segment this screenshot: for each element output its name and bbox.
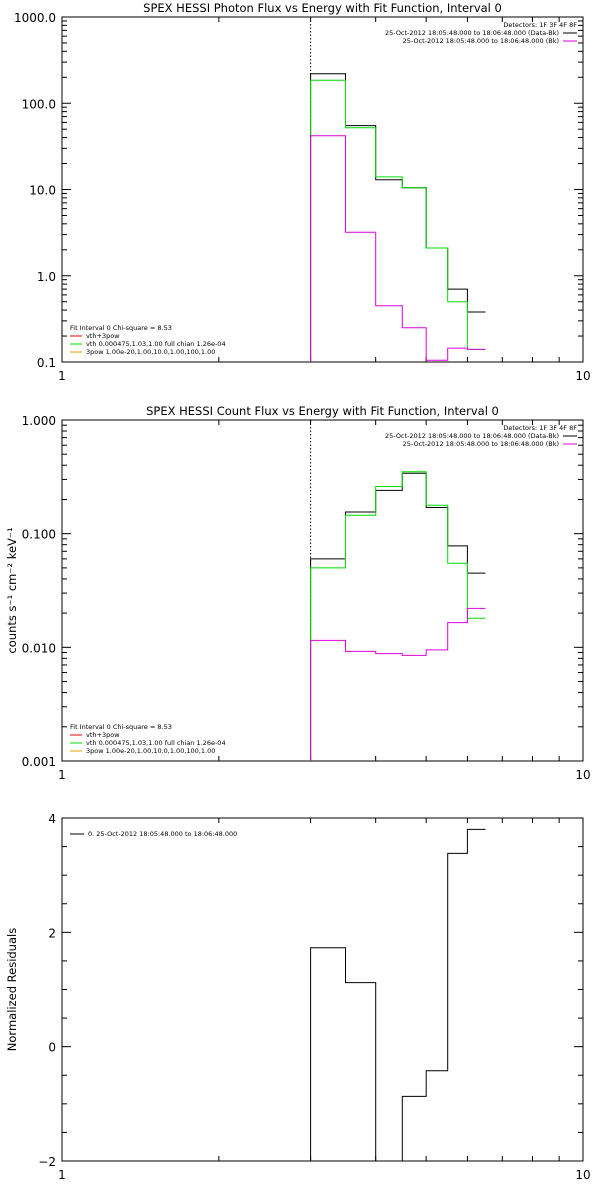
legend-left-header-1: Fit Interval 0 Chi-square = 8.53 [70,723,172,731]
legend-right-text-1-0: 25-Oct-2012 18:05:48.000 to 18:06:48.000… [385,432,559,440]
legend-top-text-2-0: 0. 25-Oct-2012 18:05:48.000 to 18:06:48.… [88,830,237,838]
x-tick-label-1-1: 10 [575,768,590,782]
series-1-1 [310,471,486,761]
y-tick-label-2-2: 2 [48,926,56,940]
plot-frame-2 [61,817,584,1162]
legend-right-header-0: Detectors: 1F 3F 4F 8F [503,21,577,29]
legend-left-text-0-2: 3pow 1.00e-20,1.00,10.0,1.00,100,1.00 [86,348,215,356]
y-tick-label-2-3: 4 [48,812,56,826]
series-1-0 [310,472,486,761]
y-tick-label-2-1: 0 [48,1041,56,1055]
chart-title-1: SPEX HESSI Count Flux vs Energy with Fit… [146,404,499,418]
legend-left-text-0-0: vth+3pow [86,332,120,340]
y-tick-label-0-0: 0.1 [37,356,56,370]
y-tick-label-0-2: 10.0 [29,184,56,198]
plot-frame-1 [61,419,584,762]
series-0-2 [310,135,486,362]
y-tick-label-1-3: 1.000 [22,414,56,428]
legend-left-text-1-0: vth+3pow [86,731,120,739]
y-tick-label-1-2: 0.100 [22,528,56,542]
y-tick-label-0-3: 100.0 [22,97,56,111]
legend-left-text-1-2: 3pow 1.00e-20,1.00,10.0,1.00,100,1.00 [86,747,215,755]
legend-right-text-1-1: 25-Oct-2012 18:05:48.000 to 18:06:48.000… [403,440,559,448]
x-tick-label-0-0: 1 [58,369,66,383]
x-tick-label-2-1: 10 [575,1168,590,1182]
series-2-0 [310,828,486,1162]
x-tick-label-1-0: 1 [58,768,66,782]
legend-left-header-0: Fit Interval 0 Chi-square = 8.53 [70,324,172,332]
legend-left-text-0-1: vth 0.000475,1.03,1.00 full chian 1.26e-… [86,340,226,348]
y-tick-label-0-4: 1000.0 [14,11,56,25]
x-tick-label-0-1: 10 [575,369,590,383]
y-tick-label-0-1: 1.0 [37,270,56,284]
series-0-1 [310,79,486,362]
series-0-0 [310,73,486,362]
legend-right-text-0-1: 25-Oct-2012 18:05:48.000 to 18:06:48.000… [403,37,559,45]
chart-title-0: SPEX HESSI Photon Flux vs Energy with Fi… [143,1,502,15]
legend-left-text-1-1: vth 0.000475,1.03,1.00 full chian 1.26e-… [86,739,226,747]
y-tick-label-1-0: 0.001 [22,755,56,769]
y-axis-label-1: counts s⁻¹ cm⁻² keV⁻¹ [5,527,19,653]
legend-right-header-1: Detectors: 1F 3F 4F 8F [503,424,577,432]
legend-right-text-0-0: 25-Oct-2012 18:05:48.000 to 18:06:48.000… [385,29,559,37]
x-tick-label-2-0: 1 [58,1168,66,1182]
y-tick-label-1-1: 0.010 [22,641,56,655]
y-tick-label-2-0: −2 [38,1155,56,1169]
series-1-2 [310,607,486,761]
y-axis-label-2: Normalized Residuals [5,928,19,1051]
plot-frame-0 [61,16,584,363]
